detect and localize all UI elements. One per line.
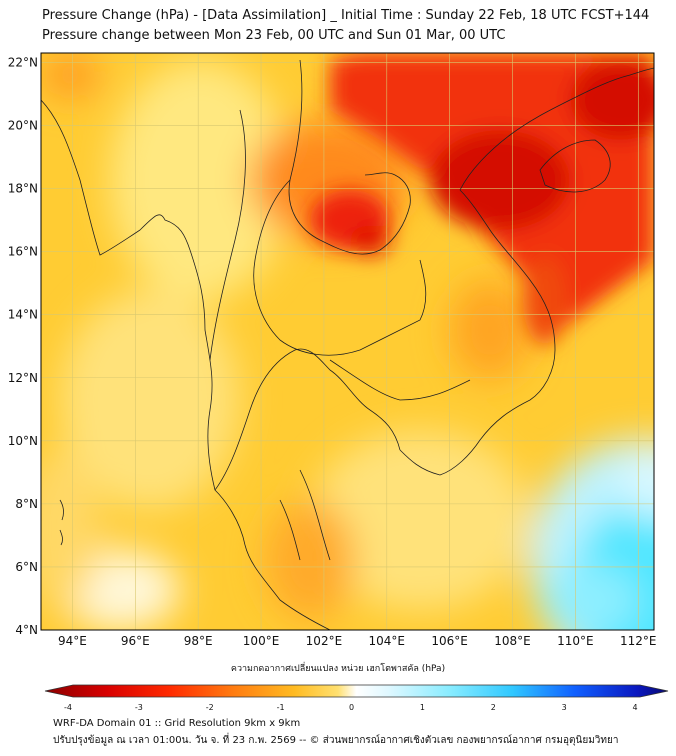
lon-tick-label: 112°E: [620, 634, 657, 648]
colorbar-tick-label: -1: [277, 703, 285, 712]
lon-tick-label: 104°E: [369, 634, 406, 648]
longitude-labels: 94°E 96°E 98°E 100°E 102°E 104°E 106°E 108°E 110…: [58, 634, 657, 648]
lat-tick-label: 8°N: [15, 497, 38, 511]
colorbar-title: ความกดอากาศเปลี่ยนแปลง หน่วย เฮกโตพาสคัล…: [230, 664, 446, 674]
colorbar-tick-label: -3: [135, 703, 143, 712]
coastlines: [41, 59, 654, 630]
lat-tick-label: 12°N: [8, 371, 38, 385]
lon-tick-label: 106°E: [431, 634, 468, 648]
plot-frame: [40, 52, 655, 631]
lat-tick-label: 4°N: [15, 623, 38, 637]
latitude-labels: 22°N 20°N 18°N 16°N 14°N 12°N 10°N 8°N 6°N 4°N: [8, 55, 38, 637]
colorbar-tick-label: 1: [420, 703, 425, 712]
lon-tick-label: 100°E: [243, 634, 280, 648]
map-title: Pressure Change (hPa) - [Data Assimilati…: [42, 8, 650, 23]
map-subtitle: Pressure change between Mon 23 Feb, 00 U…: [42, 28, 506, 43]
lon-tick-label: 96°E: [121, 634, 150, 648]
colorbar-tick-label: 2: [491, 703, 496, 712]
lat-tick-label: 18°N: [8, 182, 38, 196]
colorbar-tick-label: -4: [64, 703, 72, 712]
colorbar-tick-label: 3: [562, 703, 567, 712]
lon-tick-label: 110°E: [557, 634, 594, 648]
colorbar: -4 -3 -2 -1 0 1 2 3 4: [44, 684, 669, 712]
lon-tick-label: 108°E: [494, 634, 531, 648]
colorbar-tick-label: -2: [206, 703, 214, 712]
lat-tick-label: 14°N: [8, 308, 38, 322]
lat-tick-label: 22°N: [8, 55, 38, 69]
lat-tick-label: 10°N: [8, 434, 38, 448]
pressure-field: [41, 53, 654, 630]
lon-tick-label: 94°E: [58, 634, 87, 648]
lat-tick-label: 20°N: [8, 119, 38, 133]
colorbar-tick-label: 4: [632, 703, 637, 712]
lon-tick-label: 98°E: [184, 634, 213, 648]
lon-tick-label: 102°E: [306, 634, 343, 648]
footer-credit: ปรับปรุงข้อมูล ณ เวลา 01:00น. วัน จ. ที่…: [53, 735, 619, 746]
lat-tick-label: 16°N: [8, 245, 38, 259]
lat-tick-label: 6°N: [15, 560, 38, 574]
colorbar-tick-label: 0: [349, 703, 354, 712]
graticule: [41, 53, 654, 630]
footer-domain-info: WRF-DA Domain 01 :: Grid Resolution 9km …: [53, 718, 301, 729]
